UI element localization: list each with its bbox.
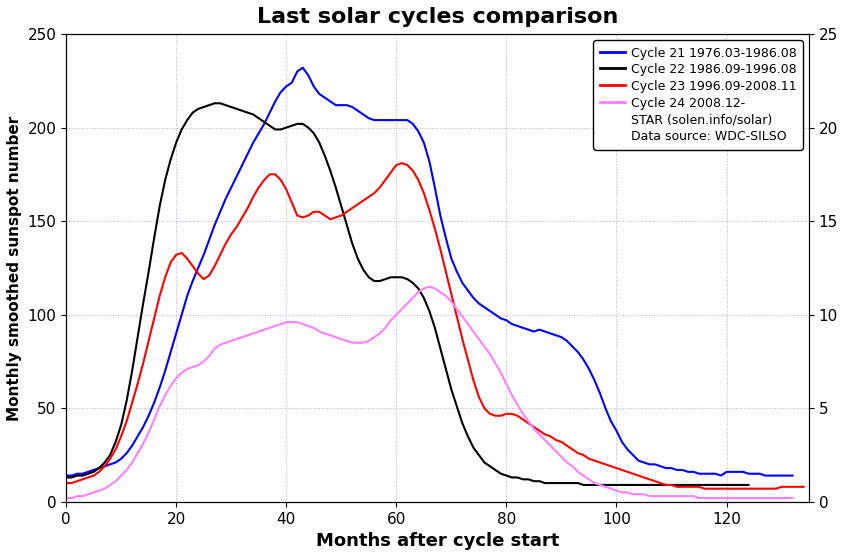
Y-axis label: Monthly smoothed sunspot number: Monthly smoothed sunspot number: [7, 115, 22, 421]
Title: Last solar cycles comparison: Last solar cycles comparison: [257, 7, 618, 27]
Legend: Cycle 21 1976.03-1986.08, Cycle 22 1986.09-1996.08, Cycle 23 1996.09-2008.11, Cy: Cycle 21 1976.03-1986.08, Cycle 22 1986.…: [592, 40, 802, 150]
X-axis label: Months after cycle start: Months after cycle start: [316, 532, 559, 550]
